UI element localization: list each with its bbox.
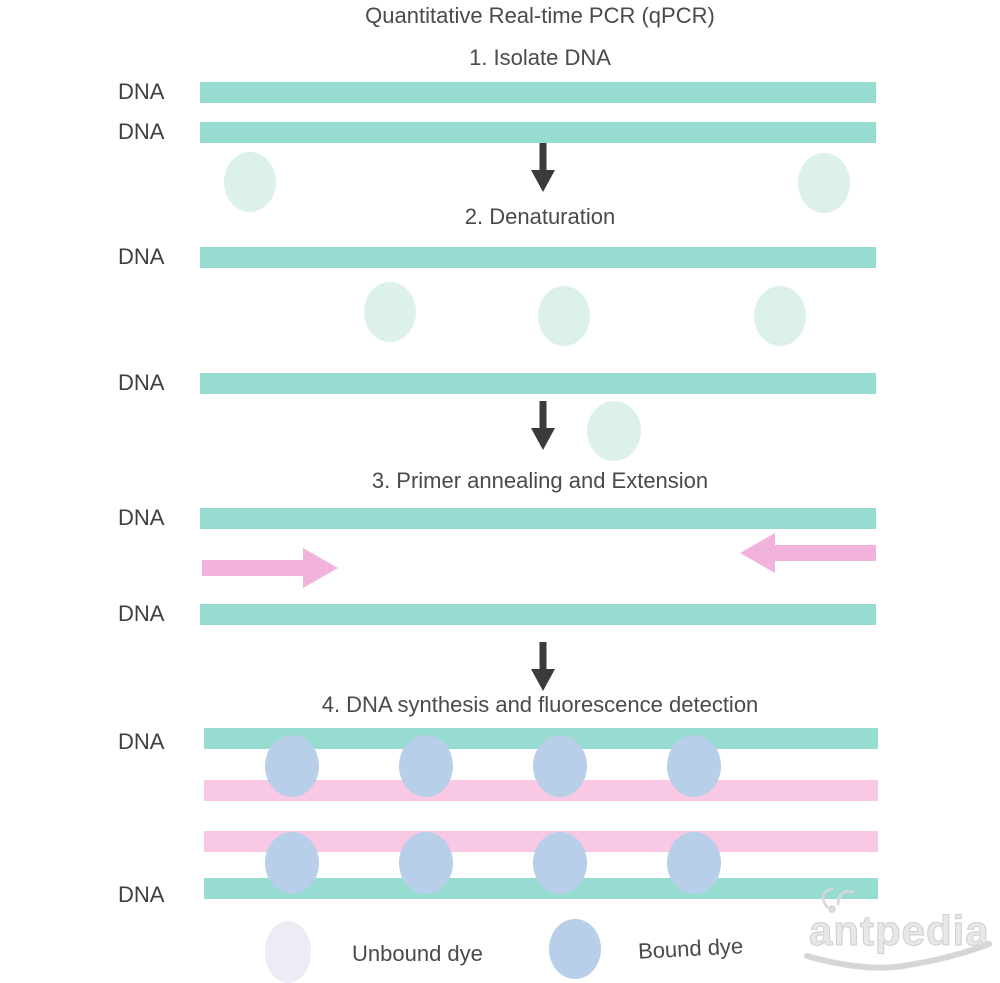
step2-heading: 2. Denaturation [464,204,616,229]
unbound-dye-circle [798,153,850,213]
dna-strand-label: DNA [118,505,165,530]
unbound-dye-circle [538,286,590,346]
step4-heading: 4. DNA synthesis and fluorescence detect… [321,692,759,717]
down-arrow-icon [531,143,555,192]
bound-dye-circle [533,832,587,894]
step3-heading: 3. Primer annealing and Extension [371,468,709,493]
dna-strand-bar [200,604,876,625]
bound-dye-legend-label: Bound dye [637,933,744,964]
page-title: Quantitative Real-time PCR (qPCR) [365,3,715,28]
bound-dye-circle [399,735,453,797]
dna-strand-bar [200,247,876,268]
bound-dye-circle [533,735,587,797]
forward-primer-arrow-icon [202,548,338,588]
unbound-dye-circle [364,282,416,342]
dna-strand-label: DNA [118,729,165,754]
bound-dye-circle [399,832,453,894]
dna-strand-bar [200,373,876,394]
reverse-primer-arrow-icon [740,533,876,573]
unbound-dye-legend-label: Unbound dye [352,941,483,966]
dna-strand-bar [200,508,876,529]
dna-strand-label: DNA [118,601,165,626]
antpedia-watermark-logo: antpedia [804,887,992,971]
step1-heading: 1. Isolate DNA [469,45,611,70]
bound-dye-circle [667,735,721,797]
down-arrow-icon [531,401,555,450]
dna-strand-bar [200,122,876,143]
dna-strand-bar [200,82,876,103]
dna-strand-label: DNA [118,79,165,104]
bound-dye-circle [265,735,319,797]
unbound-dye-legend-circle [265,921,311,983]
unbound-dye-circle [224,152,276,212]
ant-icon [821,887,855,913]
dna-strand-label: DNA [118,119,165,144]
unbound-dye-circle [587,401,641,461]
dna-strand-label: DNA [118,370,165,395]
bound-dye-legend-circle [549,919,601,979]
dna-strand-label: DNA [118,882,165,907]
dna-strand-label: DNA [118,244,165,269]
watermark-text: antpedia [809,907,990,954]
down-arrow-icon [531,642,555,691]
bound-dye-circle [265,832,319,894]
unbound-dye-circle [754,286,806,346]
bound-dye-circle [667,832,721,894]
watermark-swoosh [804,941,992,971]
